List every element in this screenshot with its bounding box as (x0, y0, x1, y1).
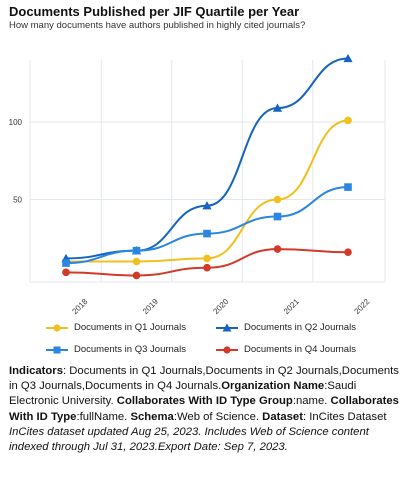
data-point (272, 103, 283, 112)
legend-label-q3: Documents in Q3 Journals (74, 344, 186, 355)
organization-value: :Saudi Electronic University. (9, 380, 357, 408)
schema-value: :Web of Science. (173, 410, 263, 423)
indicators-value: : Documents in Q1 Journals,Documents in … (9, 365, 399, 393)
data-point (203, 229, 211, 238)
legend-item-q2[interactable]: Documents in Q2 Journals (216, 322, 356, 333)
series-line (65, 186, 349, 265)
chart-description: Indicators: Documents in Q1 Journals,Doc… (9, 364, 401, 455)
chart-series (61, 53, 353, 280)
x-tick-label: 2021 (282, 297, 301, 316)
data-point (343, 53, 353, 63)
organization-label: Organization Name (221, 380, 325, 393)
chart-title: Documents Published per JIF Quartile per… (9, 4, 300, 19)
series-4 (62, 245, 352, 280)
data-point (344, 116, 352, 125)
data-point (273, 245, 282, 253)
legend-label-q1: Documents in Q1 Journals (74, 322, 186, 333)
legend-marker-q2-icon (216, 323, 238, 331)
x-tick-label: 2018 (70, 297, 89, 316)
legend-item-q3[interactable]: Documents in Q3 Journals (46, 344, 186, 355)
legend-marker-q4-icon (216, 345, 238, 354)
series-1 (62, 116, 352, 266)
legend-marker-q3-icon (46, 346, 68, 353)
chart-subtitle: How many documents have authors publishe… (9, 20, 306, 31)
schema-label: Schema (130, 410, 174, 423)
legend-label-q2: Documents in Q2 Journals (244, 322, 356, 333)
chart-axes: 50 100 2018 2019 2020 2021 2022 (9, 118, 385, 316)
collab-type-value: :fullName. (76, 410, 131, 423)
line-chart: 50 100 2018 2019 2020 2021 2022 (9, 53, 386, 316)
legend-marker-q1-icon (46, 323, 68, 332)
x-tick-label: 2019 (141, 297, 160, 316)
collab-group-value: :name. (292, 395, 331, 408)
data-point (203, 254, 211, 263)
chart-grid (29, 60, 386, 282)
collab-group-label: Collaborates With ID Type Group (116, 395, 293, 408)
x-tick-label: 2020 (211, 297, 230, 316)
legend-item-q4[interactable]: Documents in Q4 Journals (216, 344, 356, 355)
x-tick-label: 2022 (352, 297, 371, 316)
collab-type-label: Collaborates With ID Type (9, 395, 399, 423)
data-point (273, 195, 282, 204)
data-point (132, 257, 141, 266)
data-point (62, 268, 70, 277)
data-point (273, 212, 282, 221)
data-point (132, 246, 141, 255)
y-tick-label: 50 (13, 196, 22, 205)
dataset-value: : InCites Dataset (302, 410, 387, 423)
dataset-note: InCites dataset updated Aug 25, 2023. In… (9, 425, 369, 454)
data-point (132, 271, 141, 280)
data-point (62, 259, 70, 267)
series-3 (62, 183, 352, 267)
data-point (203, 263, 211, 272)
series-line (65, 57, 349, 260)
data-point (344, 183, 352, 191)
y-tick-label: 100 (9, 118, 23, 127)
data-point (202, 201, 212, 210)
legend-label-q4: Documents in Q4 Journals (244, 344, 356, 355)
dataset-label: Dataset (262, 410, 303, 423)
indicators-label: Indicators (9, 365, 63, 377)
data-point (344, 248, 352, 256)
legend-item-q1[interactable]: Documents in Q1 Journals (46, 322, 186, 333)
series-line (65, 119, 349, 263)
